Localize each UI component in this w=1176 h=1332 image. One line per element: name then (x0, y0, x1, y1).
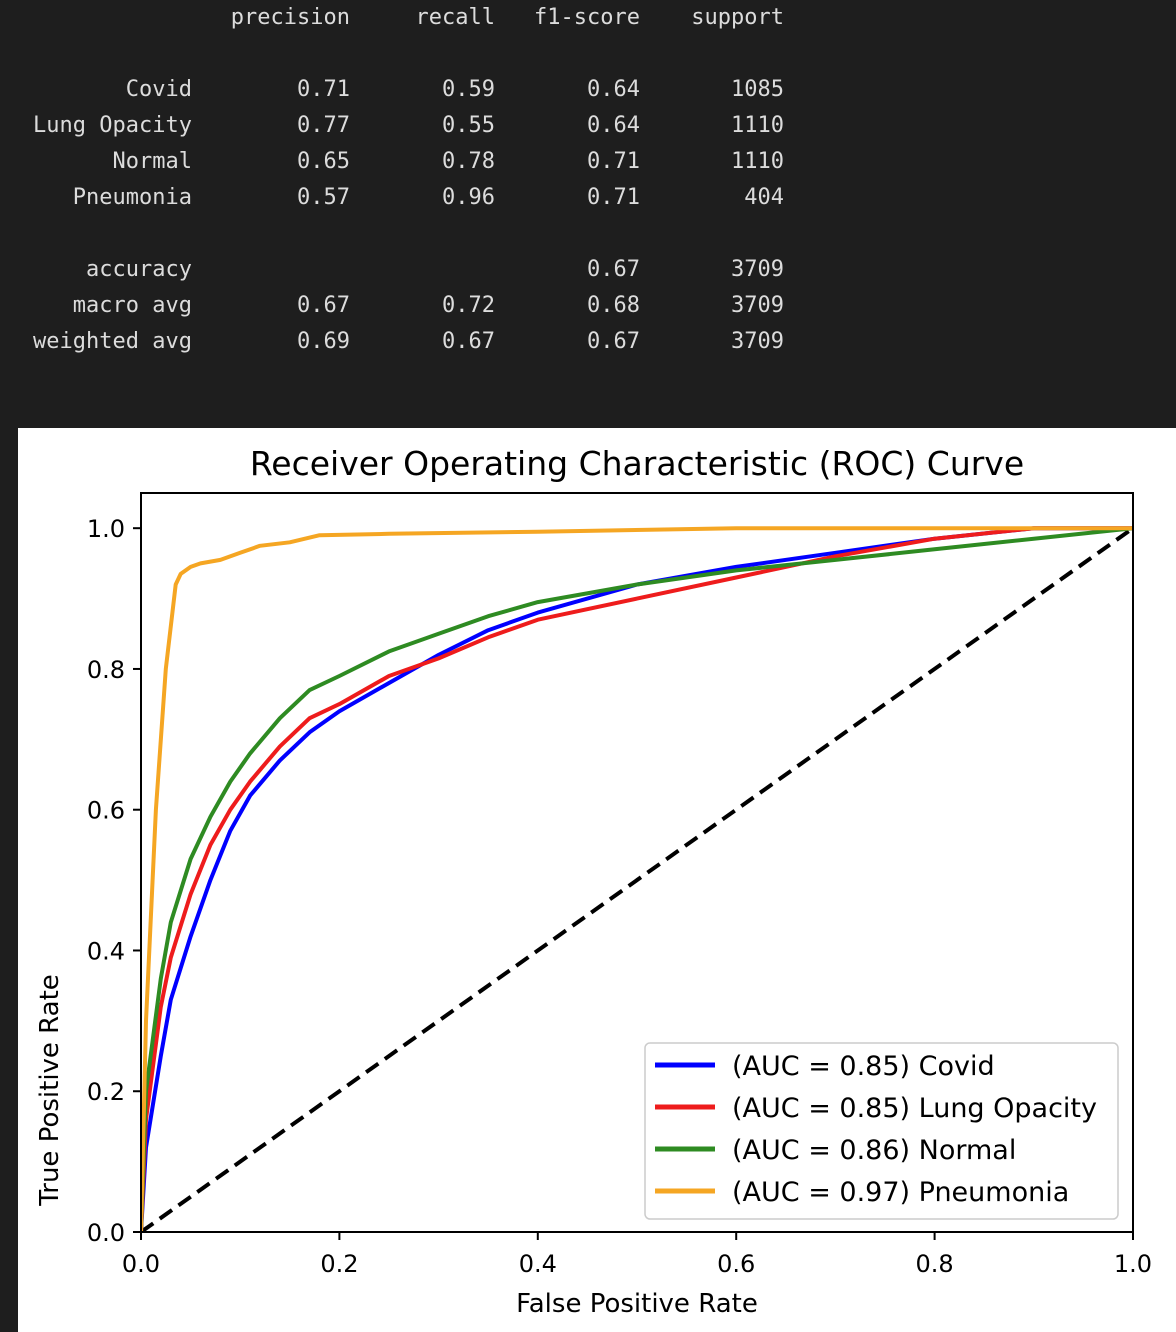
row-label: Lung Opacity (33, 113, 192, 138)
row-support: 3709 (731, 293, 784, 318)
row-support: 1110 (731, 113, 784, 138)
x-tick-label: 0.4 (519, 1250, 557, 1278)
row-f1: 0.64 (587, 77, 640, 102)
row-label: weighted avg (33, 329, 192, 354)
row-support: 404 (744, 185, 784, 210)
row-f1: 0.71 (587, 149, 640, 174)
legend-label-2: (AUC = 0.86) Normal (732, 1135, 1016, 1166)
reference-diagonal-line (141, 526, 1133, 1232)
row-recall: 0.78 (442, 149, 495, 174)
row-f1: 0.67 (587, 329, 640, 354)
y-tick-label: 0.2 (87, 1078, 125, 1106)
row-precision: 0.71 (297, 77, 350, 102)
roc-chart: Receiver Operating Characteristic (ROC) … (35, 444, 1152, 1319)
row-support: 3709 (731, 329, 784, 354)
x-tick-label: 0.6 (717, 1250, 755, 1278)
row-recall: 0.55 (442, 113, 495, 138)
row-recall: 0.67 (442, 329, 495, 354)
series-line-2 (141, 526, 1133, 1232)
legend-box (644, 1042, 1119, 1220)
x-tick-label: 0.8 (916, 1250, 954, 1278)
classification-report: precision recall f1-score support Covid … (0, 0, 1176, 420)
row-label: Pneumonia (72, 185, 192, 210)
row-f1: 0.71 (587, 185, 640, 210)
legend-label-0: (AUC = 0.85) Covid (732, 1051, 995, 1082)
row-precision: 0.69 (297, 329, 350, 354)
y-tick-label: 0.4 (87, 937, 125, 965)
header-recall: recall (415, 5, 495, 30)
legend-label-1: (AUC = 0.85) Lung Opacity (732, 1093, 1097, 1124)
row-recall: 0.59 (442, 77, 495, 102)
row-f1: 0.64 (587, 113, 640, 138)
y-tick-label: 0.0 (87, 1219, 125, 1247)
row-support: 3709 (731, 257, 784, 282)
header-f1: f1-score (534, 5, 640, 30)
series-line-0 (141, 526, 1133, 1232)
row-recall: 0.96 (442, 185, 495, 210)
row-precision: 0.65 (297, 149, 350, 174)
row-f1: 0.68 (587, 293, 640, 318)
x-axis-label: False Positive Rate (516, 1289, 758, 1319)
header-support: support (691, 5, 784, 30)
roc-figure: Receiver Operating Characteristic (ROC) … (18, 428, 1176, 1332)
y-axis-label: True Positive Rate (35, 974, 65, 1207)
chart-title: Receiver Operating Characteristic (ROC) … (250, 444, 1024, 483)
row-support: 1110 (731, 149, 784, 174)
x-tick-label: 0.0 (122, 1250, 160, 1278)
y-tick-label: 0.6 (87, 797, 125, 825)
row-support: 1085 (731, 77, 784, 102)
x-tick-label: 1.0 (1114, 1250, 1152, 1278)
plot-area: 0.0 0.2 0.4 0.6 0.8 1.0 0.0 0.2 0.4 0.6 0.8 1.0 (AUC… (87, 492, 1152, 1278)
row-f1: 0.67 (587, 257, 640, 282)
plot-frame (140, 492, 1134, 1233)
row-label: accuracy (86, 257, 192, 282)
y-tick-label: 0.8 (87, 656, 125, 684)
row-precision: 0.77 (297, 113, 350, 138)
y-tick-label: 1.0 (87, 515, 125, 543)
row-label: macro avg (72, 293, 192, 318)
header-precision: precision (230, 5, 350, 30)
x-tick-label: 0.2 (320, 1250, 358, 1278)
series-line-3 (141, 526, 1133, 1232)
legend-label-3: (AUC = 0.97) Pneumonia (732, 1177, 1069, 1208)
row-precision: 0.67 (297, 293, 350, 318)
row-label: Normal (112, 149, 192, 174)
row-precision: 0.57 (297, 185, 350, 210)
row-recall: 0.72 (442, 293, 495, 318)
row-label: Covid (125, 77, 192, 102)
